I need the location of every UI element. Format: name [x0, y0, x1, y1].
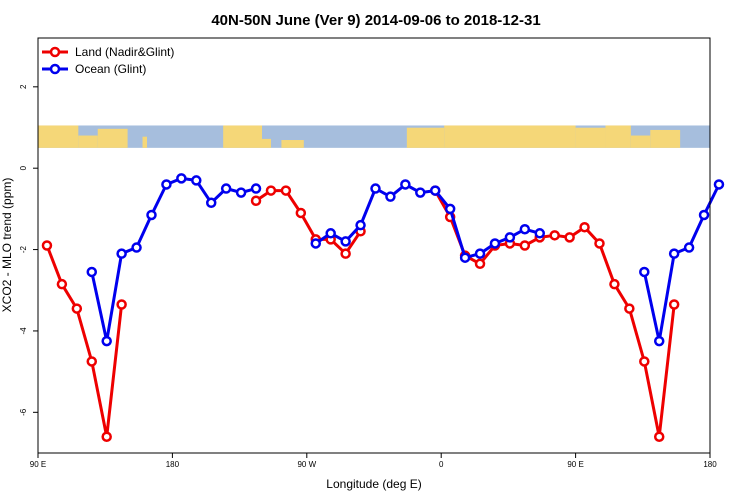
- ocean-point: [116, 248, 127, 259]
- land-point: [86, 356, 98, 367]
- land-point: [624, 303, 635, 314]
- ocean-point: [429, 185, 441, 196]
- x-axis: 90 E 180 90 W 0 90 E 180: [30, 453, 717, 469]
- ocean-point: [653, 335, 665, 347]
- land-point: [579, 221, 590, 233]
- plot-frame: [37, 37, 711, 454]
- land-series-line: [433, 189, 676, 439]
- x-tick-label: 180: [703, 460, 717, 469]
- land-point: [295, 207, 307, 219]
- ocean-point: [310, 238, 322, 249]
- ocean-point: [250, 183, 262, 194]
- ocean-point: [385, 191, 396, 202]
- land-point: [280, 185, 292, 196]
- map-land: [97, 128, 128, 148]
- ocean-series-line: [90, 176, 257, 343]
- land-point: [340, 248, 351, 259]
- chart-title: 40N-50N June (Ver 9) 2014-09-06 to 2018-…: [211, 12, 540, 29]
- y-tick-label: 2: [19, 84, 28, 89]
- ocean-point: [235, 187, 247, 198]
- ocean-series-line: [642, 183, 721, 343]
- ocean-point: [146, 209, 157, 221]
- map-land: [575, 127, 606, 148]
- legend-marker-land: [49, 46, 61, 58]
- land-point: [594, 238, 605, 249]
- map-land: [650, 129, 681, 148]
- legend: Land (Nadir&Glint) Ocean (Glint): [42, 45, 174, 76]
- map-land: [142, 136, 148, 148]
- land-series-line: [45, 244, 124, 439]
- land-point: [609, 278, 620, 290]
- x-tick-label: 90 W: [297, 460, 316, 469]
- ocean-point: [713, 179, 725, 190]
- land-point: [564, 232, 575, 243]
- land-point: [549, 230, 560, 241]
- map-land: [444, 125, 576, 148]
- map-land: [223, 125, 262, 148]
- map-land: [605, 125, 631, 148]
- x-tick-label: 90 E: [30, 460, 46, 469]
- ocean-point: [355, 219, 366, 231]
- land-point: [474, 258, 486, 270]
- y-tick-label: -4: [19, 327, 28, 335]
- x-tick-label: 90 E: [567, 460, 583, 469]
- ocean-point: [101, 335, 112, 347]
- ocean-point: [340, 236, 351, 247]
- land-point: [639, 356, 650, 367]
- map-land: [38, 125, 79, 148]
- ocean-point: [86, 266, 98, 278]
- land-point: [101, 431, 112, 442]
- land-point: [250, 195, 262, 206]
- x-tick-label: 0: [439, 460, 444, 469]
- ocean-point: [400, 179, 411, 190]
- legend-marker-ocean: [49, 63, 61, 75]
- x-axis-label: Longitude (deg E): [326, 477, 421, 491]
- ocean-point: [519, 223, 531, 235]
- land-point: [116, 299, 127, 310]
- ocean-point: [131, 242, 142, 253]
- land-point: [668, 299, 680, 310]
- ocean-point: [220, 183, 232, 194]
- x-tick-label: 180: [166, 460, 180, 469]
- land-point: [41, 240, 53, 251]
- ocean-point: [459, 252, 471, 263]
- y-axis: 2 0 -2 -4 -6: [19, 84, 38, 416]
- world-map-band: [38, 125, 710, 148]
- ocean-point: [415, 187, 426, 198]
- ocean-point: [161, 179, 172, 190]
- ocean-point: [639, 266, 650, 278]
- y-tick-label: 0: [19, 165, 28, 170]
- ocean-point: [205, 197, 217, 209]
- map-land: [406, 127, 445, 148]
- legend-label-land: Land (Nadir&Glint): [75, 45, 174, 59]
- land-point: [653, 431, 665, 442]
- map-land: [78, 135, 98, 148]
- ocean-point: [683, 242, 695, 253]
- plot-lines: [41, 173, 725, 442]
- y-tick-label: -6: [19, 408, 28, 416]
- ocean-point: [489, 238, 501, 249]
- ocean-point: [668, 248, 680, 259]
- legend-label-ocean: Ocean (Glint): [75, 62, 146, 76]
- land-point: [56, 278, 68, 290]
- ocean-point: [474, 248, 486, 259]
- map-land: [262, 138, 271, 148]
- y-tick-label: -2: [19, 245, 28, 253]
- ocean-point: [534, 228, 546, 239]
- ocean-series-line: [314, 183, 541, 260]
- land-point: [519, 240, 531, 251]
- y-axis-label: XCO2 - MLO trend (ppm): [0, 178, 14, 313]
- land-point: [71, 303, 83, 314]
- ocean-point: [444, 203, 456, 215]
- ocean-point: [504, 232, 516, 243]
- map-land: [630, 135, 651, 148]
- ocean-point: [698, 209, 710, 221]
- land-point: [265, 185, 277, 196]
- ocean-point: [191, 175, 202, 186]
- map-land: [281, 140, 304, 148]
- ocean-point: [176, 173, 187, 184]
- ocean-point: [325, 228, 336, 239]
- ocean-point: [370, 183, 381, 194]
